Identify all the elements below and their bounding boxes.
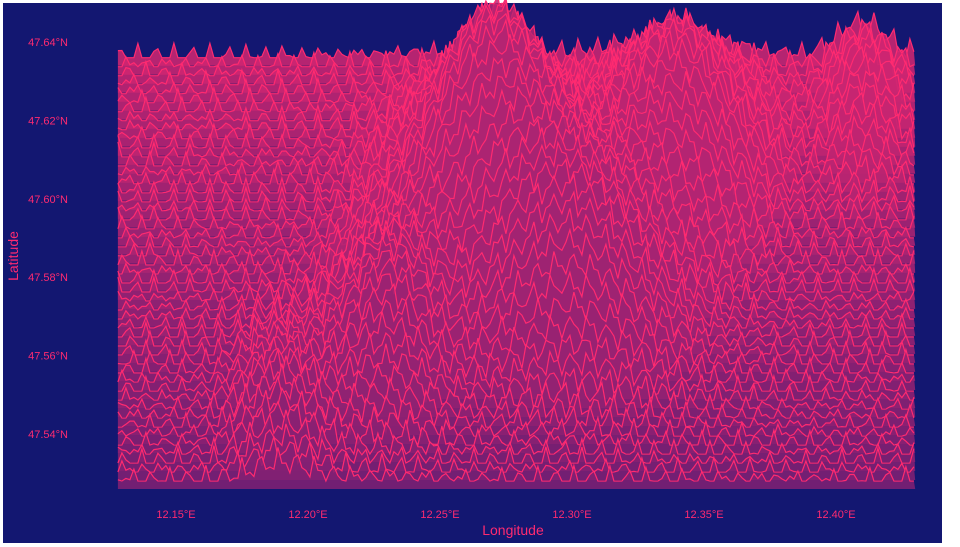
y-axis-title: Latitude <box>5 231 21 281</box>
ridge-line <box>117 0 915 195</box>
ridge-line <box>117 67 915 249</box>
ridge-line <box>117 56 914 240</box>
ridge-line <box>117 363 915 421</box>
x-tick-label: 12.35°E <box>684 509 723 521</box>
ridge-line <box>117 355 915 411</box>
ridge-line <box>117 173 914 312</box>
ridge-fill <box>117 447 916 489</box>
ridge-line <box>117 447 914 483</box>
y-axis: 47.54°N 47.56°N 47.58°N 47.60°N 47.62°N … <box>28 37 68 441</box>
ridge-line <box>117 0 915 204</box>
ridge-line <box>117 386 915 439</box>
x-tick-label: 12.30°E <box>552 509 591 521</box>
ridge-line <box>117 190 914 321</box>
ridge-line <box>117 409 915 457</box>
ridge-fill <box>117 409 916 462</box>
y-tick-label: 47.62°N <box>28 115 68 127</box>
y-tick-label: 47.60°N <box>28 194 68 206</box>
x-axis: 12.15°E 12.20°E 12.25°E 12.30°E 12.35°E … <box>156 509 855 521</box>
y-tick-label: 47.64°N <box>28 37 68 49</box>
y-tick-label: 47.56°N <box>28 351 68 363</box>
y-tick-label: 47.54°N <box>28 429 68 441</box>
x-tick-label: 12.15°E <box>156 509 195 521</box>
ridge-line <box>117 423 915 465</box>
ridge-line <box>117 127 915 285</box>
x-tick-label: 12.20°E <box>288 509 327 521</box>
ridge-line <box>117 100 915 267</box>
ridge-line <box>117 12 915 213</box>
x-tick-label: 12.40°E <box>816 509 855 521</box>
ridge-line <box>117 251 914 348</box>
y-tick-label: 47.58°N <box>28 272 68 284</box>
x-axis-title: Longitude <box>482 522 544 538</box>
ridge-line <box>117 436 915 474</box>
ridge-line <box>117 34 915 231</box>
ridge-line <box>117 157 915 303</box>
ridge-fill <box>117 423 916 471</box>
x-tick-label: 12.25°E <box>420 509 459 521</box>
ridge-layer <box>117 0 916 489</box>
ridge-line <box>117 374 914 430</box>
ridge-line <box>117 227 914 339</box>
ridge-line <box>117 208 914 330</box>
ridge-line <box>117 311 915 384</box>
ridge-line <box>117 282 914 366</box>
